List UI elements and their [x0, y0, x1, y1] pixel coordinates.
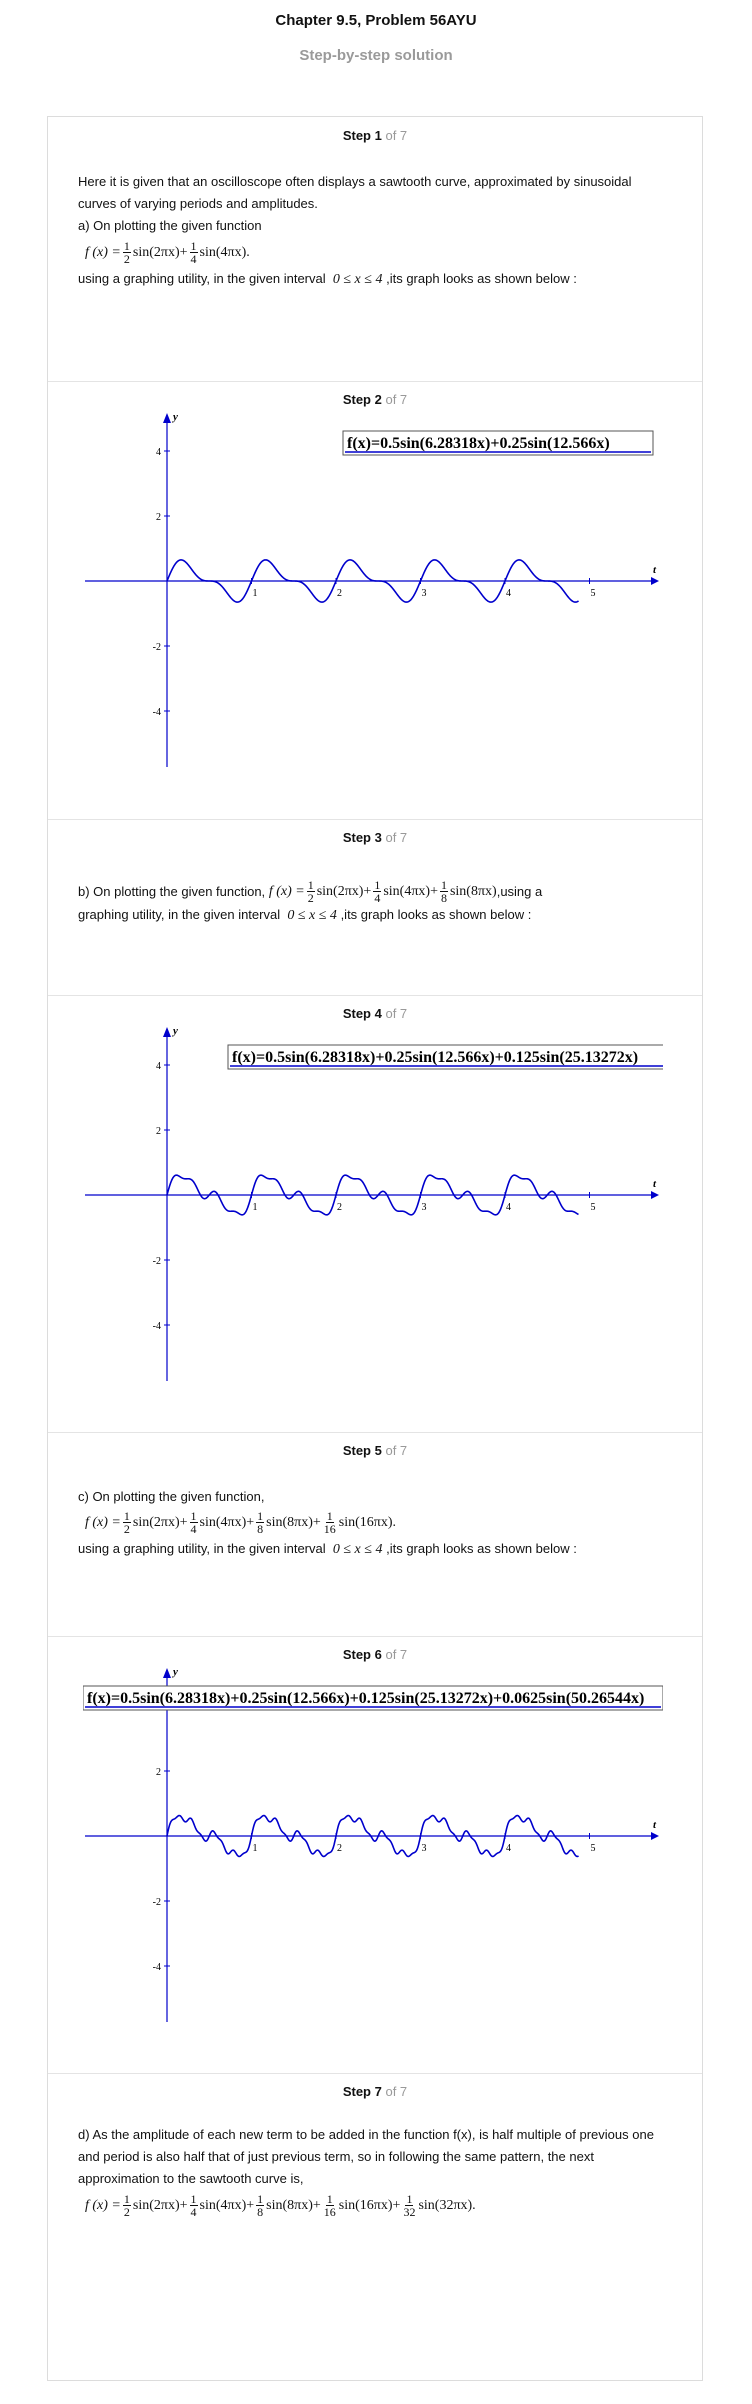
y-tick-label: -2 — [153, 642, 161, 653]
part-c-text: c) On plotting the given function, — [78, 1489, 265, 1504]
legend-box — [342, 430, 654, 456]
step-header: Step 4 of 7 — [48, 1006, 702, 1021]
y-axis-arrow — [163, 413, 171, 423]
step-label: Step 7 — [342, 2084, 382, 2099]
x-tick-label: 2 — [337, 588, 342, 599]
step-2: Step 2 of 7 y t 1 2 3 4 5 4 2 -2 -4 f(x)=0.5sin(6.2… — [48, 381, 702, 820]
step-count: of 7 — [385, 392, 408, 407]
step-count: of 7 — [385, 1443, 408, 1458]
legend-box — [227, 1044, 707, 1070]
x-tick-label: 2 — [337, 1843, 342, 1854]
step-count: of 7 — [385, 128, 408, 143]
y-axis-arrow — [163, 1668, 171, 1678]
x-tick-label: 3 — [422, 588, 427, 599]
solution-container: Step 1 of 7 Here it is given that an osc… — [47, 116, 707, 2382]
step-header: Step 2 of 7 — [48, 392, 702, 407]
usage-text: graphing utility, in the given interval … — [78, 907, 532, 923]
usage-text: using a graphing utility, in the given i… — [78, 271, 577, 287]
x-axis-label: t — [653, 564, 657, 576]
step-header: Step 1 of 7 — [48, 128, 702, 143]
page-title: Chapter 9.5, Problem 56AYU — [275, 12, 477, 29]
y-tick-label: -4 — [153, 1321, 161, 1332]
x-tick-label: 1 — [253, 1843, 258, 1854]
step-label: Step 4 — [342, 1006, 382, 1021]
x-tick-label: 1 — [253, 588, 258, 599]
y-tick-label: -4 — [153, 1962, 161, 1973]
step-header: Step 3 of 7 — [48, 830, 702, 845]
legend-text: f(x)=0.5sin(6.28318x)+0.25sin(12.566x) — [347, 435, 610, 452]
x-axis-label: t — [653, 1178, 657, 1190]
step-label: Step 2 — [342, 392, 382, 407]
step-count: of 7 — [385, 2084, 408, 2099]
page-header: Chapter 9.5, Problem 56AYU Step-by-step … — [0, 12, 752, 64]
y-tick-label: 2 — [156, 1767, 161, 1778]
y-axis-label: y — [171, 1025, 178, 1037]
step-label: Step 1 — [342, 128, 382, 143]
part-b-text: b) On plotting the given function, — [78, 884, 266, 899]
x-tick-label: 5 — [591, 1843, 596, 1854]
page-subtitle: Step-by-step solution — [299, 47, 453, 64]
x-tick-label: 5 — [591, 588, 596, 599]
step-5: Step 5 of 7 c) On plotting the given fun… — [48, 1432, 702, 1637]
graph-2: y t 1 2 3 4 5 4 2 -2 -4 f(x)=0.5sin(6.28318x)+0.25s… — [83, 1025, 707, 1410]
x-axis-arrow — [651, 1191, 659, 1199]
y-tick-label: 2 — [156, 512, 161, 523]
step-3: Step 3 of 7 b) On plotting the given fun… — [48, 819, 702, 996]
step-label: Step 5 — [342, 1443, 382, 1458]
part-b-line: b) On plotting the given function, f (x)… — [78, 878, 543, 905]
function-curve — [166, 1814, 579, 1858]
usage-text: using a graphing utility, in the given i… — [78, 1541, 577, 1557]
x-tick-label: 4 — [506, 1843, 511, 1854]
step-header: Step 6 of 7 — [48, 1647, 702, 1662]
y-tick-label: -4 — [153, 707, 161, 718]
step-count: of 7 — [385, 830, 408, 845]
y-tick-label: 4 — [156, 1061, 161, 1072]
part-a-text: a) On plotting the given function — [78, 218, 262, 233]
x-tick-label: 4 — [506, 1202, 511, 1213]
x-axis-label: t — [653, 1819, 657, 1831]
x-axis-arrow — [651, 1832, 659, 1840]
y-axis-label: y — [171, 1666, 178, 1678]
graph-1: y t 1 2 3 4 5 4 2 -2 -4 f(x)=0.5sin(6.28318x)+0.25s… — [83, 411, 663, 796]
x-tick-label: 1 — [253, 1202, 258, 1213]
y-tick-label: -2 — [153, 1256, 161, 1267]
function-curve — [166, 559, 579, 603]
step-label: Step 3 — [342, 830, 382, 845]
y-tick-label: 2 — [156, 1126, 161, 1137]
x-tick-label: 3 — [422, 1843, 427, 1854]
y-tick-label: -2 — [153, 1897, 161, 1908]
step-header: Step 7 of 7 — [48, 2084, 702, 2099]
legend-text: f(x)=0.5sin(6.28318x)+0.25sin(12.566x)+0… — [232, 1049, 638, 1066]
chart-2: y t 1 2 3 4 5 4 2 -2 -4 f(x)=0.5sin(6.28318x)+0.25s… — [85, 1025, 707, 1381]
step-6: Step 6 of 7 yt1234542-2-4f(x)=0.5sin(6.2… — [48, 1636, 702, 2074]
chart-3: yt1234542-2-4f(x)=0.5sin(6.28318x)+0.25s… — [82, 1666, 664, 2022]
y-axis-label: y — [171, 411, 178, 423]
step-4: Step 4 of 7 y t 1 2 3 4 5 4 2 -2 -4 f(x)=0.5sin(6.2… — [48, 995, 707, 1433]
step-1: Step 1 of 7 Here it is given that an osc… — [48, 117, 702, 382]
x-tick-label: 2 — [337, 1202, 342, 1213]
intro-text: Here it is given that an oscilloscope of… — [78, 174, 632, 211]
y-tick-label: 4 — [156, 447, 161, 458]
y-axis-arrow — [163, 1027, 171, 1037]
x-axis-arrow — [651, 577, 659, 585]
x-tick-label: 5 — [591, 1202, 596, 1213]
legend-text: f(x)=0.5sin(6.28318x)+0.25sin(12.566x)+0… — [87, 1690, 644, 1707]
step-count: of 7 — [385, 1647, 408, 1662]
step-header: Step 5 of 7 — [48, 1443, 702, 1458]
step-7: Step 7 of 7 d) As the amplitude of each … — [48, 2073, 702, 2382]
step-label: Step 6 — [342, 1647, 382, 1662]
x-tick-label: 3 — [422, 1202, 427, 1213]
part-d-text: d) As the amplitude of each new term to … — [78, 2127, 654, 2186]
chart-1: y t 1 2 3 4 5 4 2 -2 -4 f(x)=0.5sin(6.28318x)+0.25s… — [85, 411, 659, 767]
x-tick-label: 4 — [506, 588, 511, 599]
function-curve — [166, 1174, 579, 1216]
step-count: of 7 — [385, 1006, 408, 1021]
graph-3: yt1234542-2-4f(x)=0.5sin(6.28318x)+0.25s… — [82, 1666, 664, 2051]
